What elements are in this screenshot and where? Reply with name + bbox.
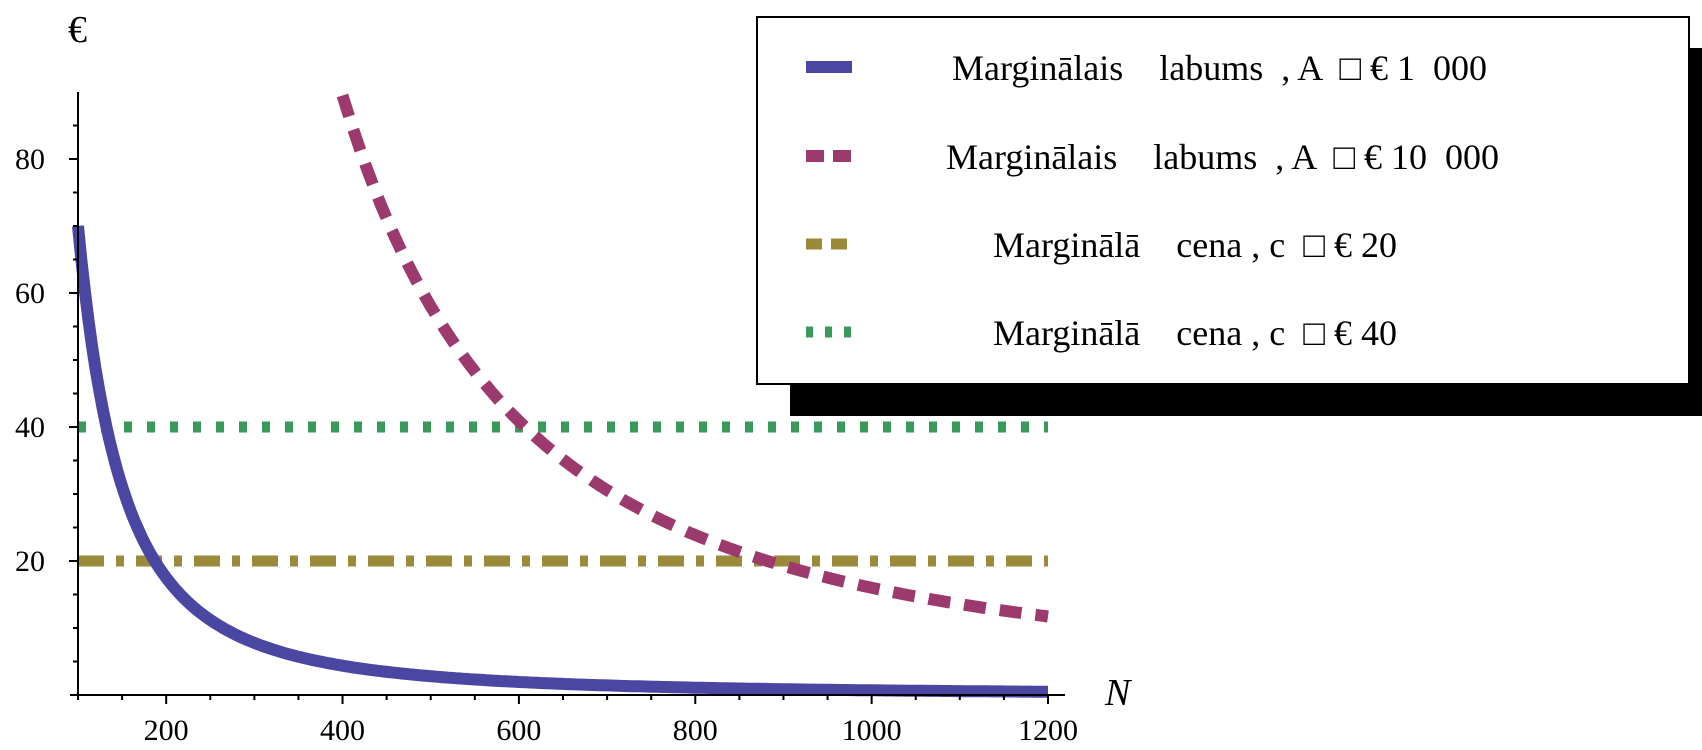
series-line-2	[336, 93, 1049, 623]
legend-label-4: Marginālā cena , c □ € 40	[993, 313, 1397, 353]
axis-ticks: 200 400 600 800 1000 1200 20 40 60 80	[15, 124, 1078, 747]
series-line-1	[72, 225, 1048, 698]
legend-label-1: Marginālais labums , A □ € 1 000	[952, 48, 1487, 88]
legend-label-3: Marginālā cena , c □ € 20	[993, 225, 1397, 265]
x-tick-label: 200	[144, 714, 189, 747]
plot-area	[72, 93, 1049, 698]
y-axis-title: €	[68, 9, 87, 51]
legend-label-2: Marginālais labums , A □ € 10 000	[946, 137, 1499, 177]
y-tick-label: 20	[15, 545, 45, 578]
y-tick-label: 40	[15, 411, 45, 444]
legend: Marginālais labums , A □ € 1 000 Margināl…	[806, 48, 1499, 353]
x-tick-label: 400	[320, 714, 365, 747]
x-axis-title: N	[1104, 672, 1133, 714]
x-tick-label: 600	[496, 714, 541, 747]
y-tick-label: 80	[15, 143, 45, 176]
legend-box	[756, 16, 1690, 385]
x-tick-label: 800	[673, 714, 718, 747]
x-tick-label: 1000	[842, 714, 902, 747]
y-tick-label: 60	[15, 277, 45, 310]
x-tick-label: 1200	[1018, 714, 1078, 747]
